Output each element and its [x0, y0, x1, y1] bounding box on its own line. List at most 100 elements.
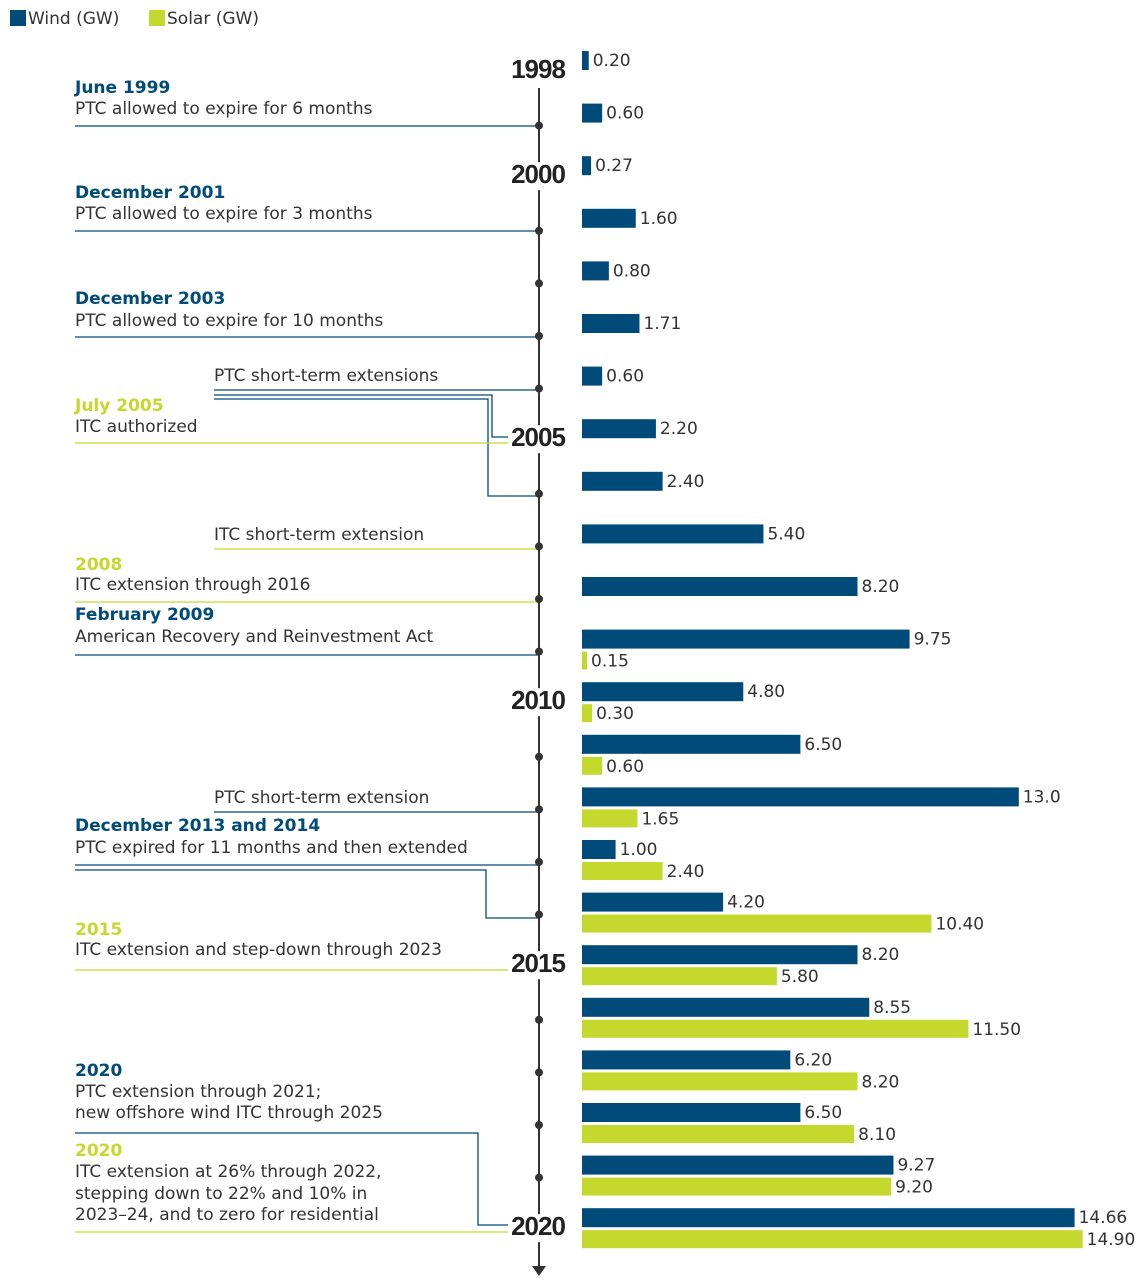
value-label: 9.27 [897, 1156, 935, 1176]
annotation-title: February 2009 [75, 605, 214, 625]
bar [582, 809, 638, 828]
bar [582, 1125, 855, 1143]
bar [582, 314, 640, 333]
bar [582, 156, 592, 176]
annotation-title: 2020 [75, 1061, 122, 1081]
connectors [75, 125, 539, 1233]
timeline-dot [535, 332, 543, 340]
legend-label: Solar (GW) [167, 9, 259, 29]
annotation-text: PTC allowed to expire for 10 months [75, 311, 383, 331]
annotation-title: June 1999 [74, 78, 170, 98]
value-label: 1.65 [641, 809, 679, 829]
timeline-dot [535, 910, 543, 919]
annotation-text: PTC short-term extension [214, 788, 429, 808]
value-label: 6.50 [804, 1103, 842, 1123]
timeline-dot [535, 279, 543, 288]
value-label: 8.55 [873, 998, 911, 1018]
year-label-bg [508, 1214, 570, 1243]
timeline-dot [535, 1173, 543, 1182]
timeline-dot [535, 1015, 543, 1024]
annotation-text: American Recovery and Reinvestment Act [75, 627, 434, 647]
bar [582, 1155, 894, 1175]
timeline-dot [535, 805, 543, 814]
bar [582, 577, 858, 596]
annotation-text: PTC expired for 11 months and then exten… [75, 838, 468, 858]
bar [582, 734, 801, 754]
bar [582, 682, 744, 702]
legend-label: Wind (GW) [28, 9, 119, 29]
year-label-bg [508, 162, 570, 191]
bar [582, 1230, 1083, 1249]
timeline-dot [535, 752, 543, 761]
bar [582, 945, 858, 965]
bar [582, 524, 764, 544]
timeline-dot [535, 858, 543, 866]
value-label: 1.71 [643, 314, 681, 334]
year-label: 2005 [511, 422, 565, 452]
annotation-text: PTC allowed to expire for 3 months [75, 204, 373, 224]
bar [582, 1019, 969, 1038]
value-label: 8.20 [862, 577, 900, 597]
annotation-text: PTC allowed to expire for 6 months [75, 99, 373, 119]
bar [582, 1072, 858, 1091]
timeline-dot [535, 595, 543, 603]
bar [582, 967, 777, 986]
value-label: 4.20 [727, 893, 765, 913]
timeline-dot [535, 1121, 543, 1129]
year-label: 1998 [511, 54, 565, 84]
annotation-text: ITC authorized [75, 417, 198, 437]
bar [582, 840, 616, 859]
value-label: 13.0 [1023, 787, 1061, 807]
connector [214, 394, 508, 438]
value-label: 2.20 [660, 419, 698, 439]
year-label-bg [508, 425, 570, 454]
annotation-text: new offshore wind ITC through 2025 [75, 1103, 383, 1123]
bar [582, 629, 910, 649]
timeline-dot [535, 226, 543, 235]
value-label: 8.10 [858, 1125, 896, 1145]
value-label: 6.50 [804, 735, 842, 755]
bar [582, 471, 663, 491]
value-label: 8.20 [862, 945, 900, 965]
value-label: 1.00 [620, 840, 658, 860]
year-label: 2015 [511, 948, 565, 978]
value-label: 9.20 [895, 1178, 933, 1198]
annotation-title: December 2003 [75, 289, 225, 309]
value-label: 4.80 [747, 682, 785, 702]
bar [582, 51, 589, 70]
bar [582, 366, 603, 386]
value-label: 14.90 [1087, 1230, 1136, 1250]
annotation-title: December 2013 and 2014 [75, 816, 320, 836]
value-label: 5.80 [781, 967, 819, 987]
value-label: 14.66 [1079, 1208, 1128, 1228]
value-label: 8.20 [862, 1072, 900, 1092]
value-label: 1.60 [640, 209, 678, 229]
value-label: 0.27 [595, 156, 633, 176]
bar [582, 1050, 791, 1070]
bar [582, 261, 609, 281]
value-label: 0.30 [596, 704, 634, 724]
connector [75, 869, 539, 919]
legend-swatch [149, 10, 165, 26]
bar [582, 103, 603, 123]
value-label: 5.40 [767, 524, 805, 544]
timeline-dot [535, 647, 543, 656]
value-label: 10.40 [935, 915, 984, 935]
year-label-bg [508, 57, 570, 85]
annotation-text: stepping down to 22% and 10% in [75, 1184, 367, 1204]
bar [582, 787, 1019, 807]
bar [582, 1177, 892, 1196]
bar [582, 756, 603, 775]
bar [582, 1208, 1075, 1228]
value-label: 2.40 [667, 472, 705, 492]
value-label: 11.50 [972, 1020, 1021, 1040]
connector [214, 398, 539, 497]
annotation-text: PTC short-term extensions [214, 366, 438, 386]
annotation-title: July 2005 [74, 396, 164, 416]
value-label: 0.20 [593, 51, 631, 71]
annotation-text: ITC short-term extension [214, 525, 424, 545]
bar [582, 704, 593, 723]
timeline-dot [535, 1068, 543, 1077]
legend-swatch [10, 10, 26, 26]
value-label: 0.80 [613, 261, 651, 281]
